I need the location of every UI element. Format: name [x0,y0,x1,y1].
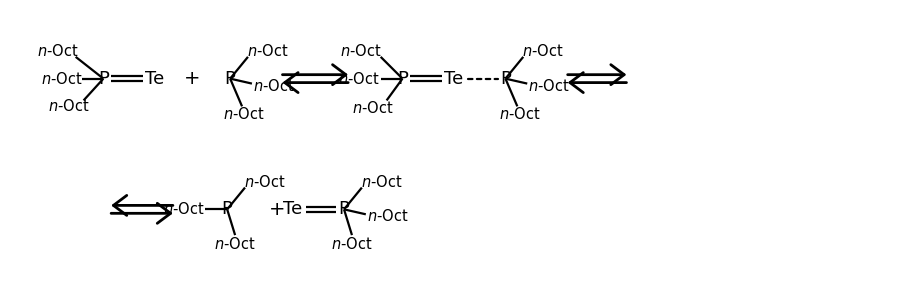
Text: +: + [268,200,285,219]
Text: $\it{n}$-Oct: $\it{n}$-Oct [352,100,393,116]
Text: $\it{n}$-Oct: $\it{n}$-Oct [48,98,89,114]
Text: +: + [184,69,201,88]
Text: $\it{n}$-Oct: $\it{n}$-Oct [499,106,540,122]
Text: P: P [225,70,236,88]
Text: $\it{n}$-Oct: $\it{n}$-Oct [244,174,285,190]
Text: $\it{n}$-Oct: $\it{n}$-Oct [214,236,256,252]
Text: $\it{n}$-Oct: $\it{n}$-Oct [163,201,204,217]
Text: Te: Te [445,70,464,88]
Text: $\it{n}$-Oct: $\it{n}$-Oct [331,236,373,252]
Text: Te: Te [145,70,165,88]
Text: $\it{n}$-Oct: $\it{n}$-Oct [528,77,570,94]
Text: P: P [221,200,232,218]
Text: $\it{n}$-Oct: $\it{n}$-Oct [37,43,78,59]
Text: $\it{n}$-Oct: $\it{n}$-Oct [340,43,382,59]
Text: P: P [397,70,408,88]
Text: Te: Te [283,200,302,218]
Text: $\it{n}$-Oct: $\it{n}$-Oct [361,174,402,190]
Text: $\it{n}$-Oct: $\it{n}$-Oct [253,77,294,94]
Text: $\it{n}$-Oct: $\it{n}$-Oct [247,43,289,59]
Text: $\it{n}$-Oct: $\it{n}$-Oct [41,71,83,87]
Text: $\it{n}$-Oct: $\it{n}$-Oct [367,208,409,224]
Text: $\it{n}$-Oct: $\it{n}$-Oct [223,106,265,122]
Text: P: P [98,70,109,88]
Text: $\it{n}$-Oct: $\it{n}$-Oct [338,71,380,87]
Text: P: P [338,200,349,218]
Text: $\it{n}$-Oct: $\it{n}$-Oct [522,43,563,59]
Text: P: P [500,70,511,88]
